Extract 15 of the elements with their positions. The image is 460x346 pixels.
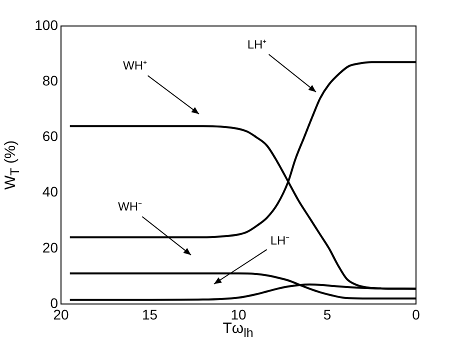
annotation: LH⁺ <box>247 37 267 52</box>
x-axis-title: Tω$_{lh}$ <box>222 320 254 340</box>
x-tick-label: 10 <box>230 306 246 322</box>
x-tick-label: 5 <box>323 306 332 322</box>
y-tick-label: 0 <box>50 294 58 311</box>
annotation: WH⁺ <box>123 58 147 72</box>
y-tick-label: 80 <box>42 72 58 88</box>
x-tick-label: 15 <box>142 306 158 322</box>
x-tick-label: 0 <box>412 306 420 322</box>
annotation: WH⁻ <box>118 199 142 214</box>
y-tick-label: 40 <box>42 184 58 200</box>
annotation: LH⁻ <box>270 233 290 248</box>
y-tick-label: 100 <box>34 16 58 33</box>
y-tick-label: 60 <box>42 128 58 144</box>
y-tick-label: 20 <box>42 239 58 256</box>
